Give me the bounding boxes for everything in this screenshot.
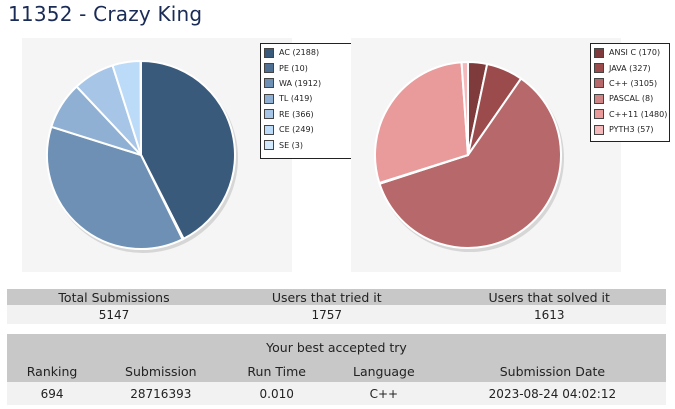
users-tried-header: Users that tried it <box>221 289 433 305</box>
verdict-legend-item: WA (1912) <box>264 76 355 91</box>
verdict-legend-label: CE (249) <box>279 125 314 135</box>
verdict-legend-label: TL (419) <box>279 94 313 104</box>
verdict-legend-item: CE (249) <box>264 122 355 137</box>
language-pie-chart: ANSI C (170) JAVA (327) C++ (3105) PASCAL (… <box>351 38 670 272</box>
submission-date-value: 2023-08-24 04:02:12 <box>438 382 666 405</box>
verdict-legend-label: SE (3) <box>279 140 304 150</box>
run-time-header: Run Time <box>224 360 329 382</box>
verdict-legend-swatch <box>264 63 274 74</box>
submission-header: Submission <box>97 360 225 382</box>
submission-date-header: Submission Date <box>438 360 666 382</box>
language-legend-swatch <box>594 93 604 104</box>
language-value: C++ <box>328 382 439 405</box>
language-slice-c-[interactable] <box>378 77 562 249</box>
language-legend-swatch <box>594 63 604 74</box>
users-solved-value: 1613 <box>432 305 666 324</box>
verdict-pie-chart: AC (2188) PE (10) WA (1912) TL (419) RE (366… <box>22 38 359 272</box>
verdict-legend-swatch <box>264 78 274 89</box>
verdict-pie-svg <box>46 59 238 253</box>
verdict-legend-swatch <box>264 140 274 151</box>
verdict-slice-ac[interactable] <box>140 60 236 240</box>
verdict-legend-swatch <box>264 109 274 120</box>
ranking-header: Ranking <box>7 360 98 382</box>
language-legend-item: PYTH3 (57) <box>594 122 666 137</box>
run-time-value: 0.010 <box>224 382 329 405</box>
language-legend-label: JAVA (327) <box>609 63 651 73</box>
best-try-header-row: Ranking Submission Run Time Language Sub… <box>7 360 666 382</box>
submissions-value-row: 5147 1757 1613 <box>7 305 666 324</box>
submissions-table: Total Submissions Users that tried it Us… <box>7 289 666 324</box>
verdict-legend-item: TL (419) <box>264 91 355 106</box>
total-submissions-header: Total Submissions <box>7 289 222 305</box>
language-legend-label: PYTH3 (57) <box>609 125 654 135</box>
language-legend-swatch <box>594 109 604 120</box>
verdict-legend-swatch <box>264 124 274 135</box>
language-pie-svg <box>374 61 564 252</box>
users-solved-header: Users that solved it <box>432 289 666 305</box>
verdict-legend-label: AC (2188) <box>279 48 320 58</box>
best-try-value-row: 694 28716393 0.010 C++ 2023-08-24 04:02:… <box>7 382 666 405</box>
best-try-caption-row: Your best accepted try <box>7 334 666 360</box>
ranking-value: 694 <box>7 382 98 405</box>
language-legend-item: C++ (3105) <box>594 76 666 91</box>
verdict-legend-item: RE (366) <box>264 107 355 122</box>
total-submissions-value: 5147 <box>7 305 222 324</box>
verdict-legend-swatch <box>264 93 274 104</box>
verdict-legend-item: AC (2188) <box>264 45 355 60</box>
language-legend-label: C++11 (1480) <box>609 109 668 119</box>
page-title: 11352 - Crazy King <box>8 2 203 26</box>
language-slice-c-11[interactable] <box>374 61 469 184</box>
verdict-slice-wa[interactable] <box>46 125 184 250</box>
language-legend-item: JAVA (327) <box>594 60 666 75</box>
best-try-table: Your best accepted try Ranking Submissio… <box>7 334 666 405</box>
submissions-header-row: Total Submissions Users that tried it Us… <box>7 289 666 305</box>
verdict-legend-label: WA (1912) <box>279 78 322 88</box>
verdict-legend: AC (2188) PE (10) WA (1912) TL (419) RE (366… <box>260 43 359 159</box>
language-legend-item: C++11 (1480) <box>594 107 668 122</box>
verdict-legend-label: RE (366) <box>279 109 314 119</box>
language-legend-swatch <box>594 78 604 89</box>
verdict-legend-item: SE (3) <box>264 137 355 152</box>
submission-value[interactable]: 28716393 <box>97 382 225 405</box>
language-legend: ANSI C (170) JAVA (327) C++ (3105) PASCAL (… <box>590 43 670 142</box>
language-header: Language <box>328 360 439 382</box>
language-legend-item: PASCAL (8) <box>594 91 666 106</box>
language-legend-swatch <box>594 47 604 58</box>
users-tried-value: 1757 <box>221 305 433 324</box>
verdict-legend-swatch <box>264 47 274 58</box>
verdict-legend-item: PE (10) <box>264 60 355 75</box>
verdict-legend-label: PE (10) <box>279 63 308 73</box>
best-try-caption: Your best accepted try <box>7 334 666 360</box>
language-legend-label: ANSI C (170) <box>609 48 661 58</box>
language-legend-label: C++ (3105) <box>609 78 658 88</box>
language-legend-item: ANSI C (170) <box>594 45 666 60</box>
language-legend-swatch <box>594 124 604 135</box>
language-legend-label: PASCAL (8) <box>609 94 654 104</box>
language-slice-pyth3[interactable] <box>460 61 469 156</box>
